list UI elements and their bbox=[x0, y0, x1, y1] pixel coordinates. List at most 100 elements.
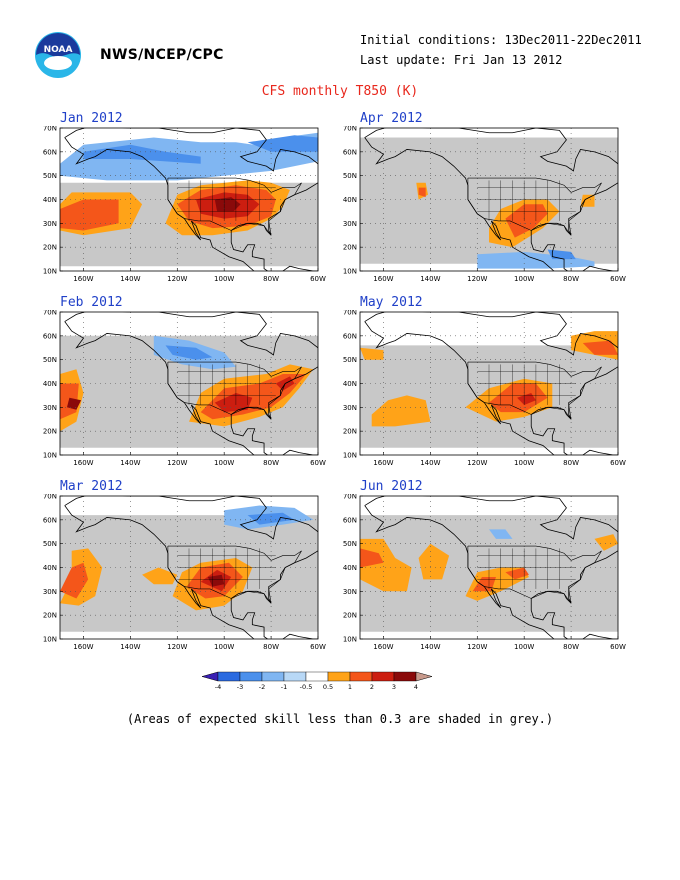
anomaly-region bbox=[477, 251, 595, 269]
anomaly-region bbox=[582, 340, 618, 355]
colorbar-swatch bbox=[327, 671, 351, 682]
lat-label: 20N bbox=[43, 428, 57, 436]
colorbar-swatch bbox=[283, 671, 307, 682]
lat-label: 60N bbox=[43, 516, 57, 524]
lat-label: 60N bbox=[343, 516, 357, 524]
lat-label: 40N bbox=[43, 196, 57, 204]
colorbar-arrow-low bbox=[201, 671, 219, 682]
anomaly-region bbox=[505, 204, 548, 238]
colorbar-swatch bbox=[349, 671, 373, 682]
anomaly-region bbox=[247, 135, 318, 152]
lat-label: 20N bbox=[43, 244, 57, 252]
lon-label: 60W bbox=[310, 275, 326, 283]
lon-label: 60W bbox=[610, 459, 626, 467]
logo-text: NOAA bbox=[44, 45, 73, 55]
map-panel-feb: 70N 60N 50N 40N 30N 20N 10N 160W 140W 120W 100W 80W… bbox=[43, 310, 326, 467]
lon-label: 100W bbox=[514, 643, 534, 651]
colorbar: -4 -3 -2 -1 -0.5 0.5 1 2 3 4 bbox=[201, 671, 433, 691]
colorbar-label: -1 bbox=[281, 683, 287, 691]
us-border bbox=[167, 545, 302, 604]
lat-label: 40N bbox=[43, 564, 57, 572]
lat-label: 60N bbox=[343, 332, 357, 340]
anomaly-region bbox=[547, 249, 576, 260]
colorbar-label: -3 bbox=[237, 683, 243, 691]
colorbar-label: 1 bbox=[348, 683, 352, 691]
lon-label: 60W bbox=[310, 459, 326, 467]
map-panel-jan: 70N 60N 50N 40N 30N 20N 10N 160W 140W 120W 100W 80W… bbox=[43, 126, 326, 283]
lon-label: 100W bbox=[214, 643, 234, 651]
anomaly-region bbox=[360, 548, 384, 568]
anomaly-region bbox=[418, 543, 450, 580]
us-border bbox=[467, 545, 602, 604]
map-panel-apr: 70N 60N 50N 40N 30N 20N 10N 160W 140W 120W 100W 80W… bbox=[343, 126, 626, 283]
lat-label: 30N bbox=[43, 588, 57, 596]
anomaly-region bbox=[505, 567, 529, 580]
lon-label: 160W bbox=[73, 275, 93, 283]
lat-label: 50N bbox=[343, 356, 357, 364]
colorbar-swatch bbox=[393, 671, 417, 682]
anomaly-region bbox=[142, 567, 178, 585]
lat-label: 70N bbox=[343, 494, 357, 501]
map-panel-may: 70N 60N 50N 40N 30N 20N 10N 160W 140W 120W 100W 80W… bbox=[343, 310, 626, 467]
colorbar-arrow-high bbox=[415, 671, 433, 682]
lon-label: 140W bbox=[420, 459, 440, 467]
anomaly-region bbox=[594, 534, 618, 551]
lon-label: 60W bbox=[610, 275, 626, 283]
lon-label: 80W bbox=[263, 459, 279, 467]
lon-label: 80W bbox=[263, 275, 279, 283]
anomaly-region bbox=[247, 512, 295, 525]
lon-label: 60W bbox=[310, 643, 326, 651]
last-update: Last update: Fri Jan 13 2012 bbox=[360, 53, 563, 67]
lon-label: 140W bbox=[120, 275, 140, 283]
us-border bbox=[467, 177, 602, 236]
lat-label: 10N bbox=[343, 636, 357, 644]
lat-label: 20N bbox=[43, 612, 57, 620]
anomaly-region bbox=[371, 395, 431, 427]
lat-label: 70N bbox=[43, 310, 57, 317]
panel-title-feb: Feb 2012 bbox=[60, 295, 123, 310]
lat-label: 40N bbox=[43, 380, 57, 388]
us-border bbox=[167, 361, 302, 420]
lat-label: 20N bbox=[343, 428, 357, 436]
lon-label: 160W bbox=[373, 459, 393, 467]
lat-label: 10N bbox=[43, 636, 57, 644]
colorbar-label: -2 bbox=[259, 683, 265, 691]
lat-label: 30N bbox=[43, 404, 57, 412]
panel-title-jan: Jan 2012 bbox=[60, 111, 123, 126]
lon-label: 80W bbox=[263, 643, 279, 651]
lon-label: 100W bbox=[514, 459, 534, 467]
lon-label: 120W bbox=[167, 275, 187, 283]
lat-label: 10N bbox=[43, 452, 57, 460]
lon-label: 160W bbox=[73, 459, 93, 467]
colorbar-label: 2 bbox=[370, 683, 374, 691]
noaa-logo: NOAA bbox=[35, 32, 81, 78]
anomaly-region bbox=[207, 574, 225, 587]
panel-title-may: May 2012 bbox=[360, 295, 423, 310]
colorbar-swatch bbox=[261, 671, 285, 682]
lon-label: 120W bbox=[467, 459, 487, 467]
panel-title-jun: Jun 2012 bbox=[360, 479, 423, 494]
lon-label: 160W bbox=[373, 275, 393, 283]
lat-label: 50N bbox=[43, 356, 57, 364]
lon-label: 160W bbox=[373, 643, 393, 651]
lat-label: 70N bbox=[343, 310, 357, 317]
lon-label: 140W bbox=[120, 643, 140, 651]
anomaly-region bbox=[517, 393, 536, 405]
colorbar-swatch bbox=[239, 671, 263, 682]
colorbar-swatch bbox=[305, 671, 329, 682]
lat-label: 30N bbox=[43, 220, 57, 228]
anomaly-region bbox=[67, 397, 82, 410]
lat-label: 10N bbox=[43, 268, 57, 276]
lat-label: 40N bbox=[343, 564, 357, 572]
lat-label: 60N bbox=[43, 148, 57, 156]
lat-label: 40N bbox=[343, 380, 357, 388]
lat-label: 60N bbox=[343, 148, 357, 156]
colorbar-swatch bbox=[217, 671, 241, 682]
lat-label: 20N bbox=[343, 244, 357, 252]
lon-label: 100W bbox=[514, 275, 534, 283]
lon-label: 160W bbox=[73, 643, 93, 651]
lat-label: 10N bbox=[343, 268, 357, 276]
lat-label: 70N bbox=[43, 494, 57, 501]
us-border bbox=[167, 177, 302, 236]
anomaly-region bbox=[418, 187, 426, 198]
